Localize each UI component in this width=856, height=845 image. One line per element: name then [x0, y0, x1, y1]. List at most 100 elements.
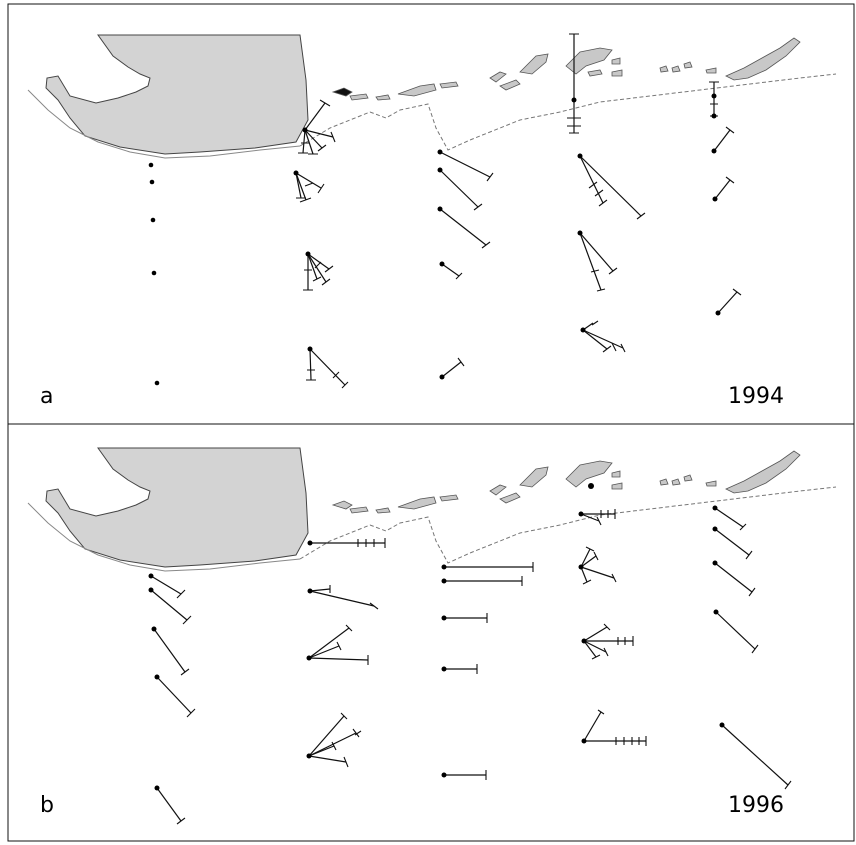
current-vector [308, 627, 350, 659]
current-vector [582, 329, 624, 349]
mainland [45, 447, 309, 568]
current-vector [721, 724, 789, 786]
current-vector [579, 155, 642, 217]
barrier-coastline [299, 73, 837, 151]
current-vector [583, 626, 608, 642]
barrier-island [611, 482, 623, 490]
station-dot [441, 772, 447, 778]
barrier-island [489, 71, 507, 83]
station-dot [307, 346, 313, 352]
station-dot [712, 560, 718, 566]
station-dot [305, 251, 311, 257]
end-ticks-a [296, 33, 742, 389]
barrier-island [519, 466, 549, 488]
station-dot [293, 170, 299, 176]
current-vector [583, 711, 602, 742]
station-dot [712, 526, 718, 532]
panel-b-label: b [40, 793, 54, 818]
barrier-island [565, 47, 613, 75]
current-vector [582, 329, 608, 350]
current-vector [308, 755, 347, 763]
current-vector [302, 129, 306, 154]
current-vector [156, 787, 182, 822]
barrier-island [499, 79, 521, 91]
coastline-west [27, 502, 301, 572]
barrier-island [611, 57, 621, 65]
barrier-island [725, 37, 801, 81]
station-dot [306, 753, 312, 759]
current-vector [309, 348, 346, 386]
station-dot [149, 179, 155, 185]
barrier-island [519, 53, 549, 75]
station-dot [437, 206, 443, 212]
barrier-island [375, 507, 391, 514]
current-vector [307, 253, 330, 270]
current-vector [580, 566, 588, 583]
station-dot [148, 587, 154, 593]
station-dot [712, 505, 718, 511]
stations-a [148, 93, 721, 386]
station-dot [711, 148, 717, 154]
station-dot [307, 588, 313, 594]
current-vector [150, 589, 188, 621]
vector-group-a [295, 34, 738, 386]
barrier-island [349, 506, 369, 514]
station-dot [577, 230, 583, 236]
current-vector [580, 555, 597, 568]
station-dot [302, 127, 308, 133]
vector-group-b [150, 507, 789, 822]
station-dot [148, 162, 154, 168]
station-dot [306, 655, 312, 661]
station-dot [712, 196, 718, 202]
current-vector [308, 745, 335, 757]
station-dot [441, 578, 447, 584]
current-vector [715, 611, 756, 650]
barrier-island [725, 450, 801, 494]
station-dot [441, 615, 447, 621]
station-dot [577, 153, 583, 159]
barrier-island [375, 94, 391, 101]
barrier-island [671, 65, 681, 73]
current-vector [304, 102, 326, 131]
station-dot [151, 626, 157, 632]
barrier-island [705, 480, 717, 487]
current-vector [441, 263, 460, 277]
station-dot [154, 785, 160, 791]
current-vector [153, 628, 186, 673]
barrier-island [587, 69, 603, 77]
station-dot [711, 93, 717, 99]
barrier-island [659, 65, 669, 73]
current-vector [580, 566, 615, 579]
current-vector [580, 513, 600, 522]
mainland [45, 34, 309, 155]
barrier-island [397, 83, 437, 97]
barrier-island [439, 81, 459, 89]
current-vector [717, 291, 738, 314]
current-vector [439, 151, 491, 178]
barrier-island [565, 460, 613, 488]
current-vector [295, 172, 322, 189]
station-dot [581, 638, 587, 644]
current-vector [304, 129, 334, 138]
barrier-island [331, 87, 353, 97]
barrier-island [499, 492, 521, 504]
current-vector [309, 348, 312, 381]
station-dot [711, 113, 717, 119]
current-vector [308, 732, 357, 757]
current-vector [308, 715, 345, 757]
station-dot [437, 149, 443, 155]
current-vector [295, 172, 302, 199]
current-vector [304, 129, 323, 149]
station-dot [148, 573, 154, 579]
station-dot [437, 167, 443, 173]
current-vector [309, 588, 331, 592]
end-ticks-b [176, 509, 792, 825]
current-vector [579, 155, 604, 204]
station-dot [439, 374, 445, 380]
barrier-island [331, 500, 353, 510]
barrier-island [489, 484, 507, 496]
current-vector [583, 640, 597, 658]
station-dot [715, 310, 721, 316]
current-vector [580, 548, 591, 568]
station-dot [578, 564, 584, 570]
